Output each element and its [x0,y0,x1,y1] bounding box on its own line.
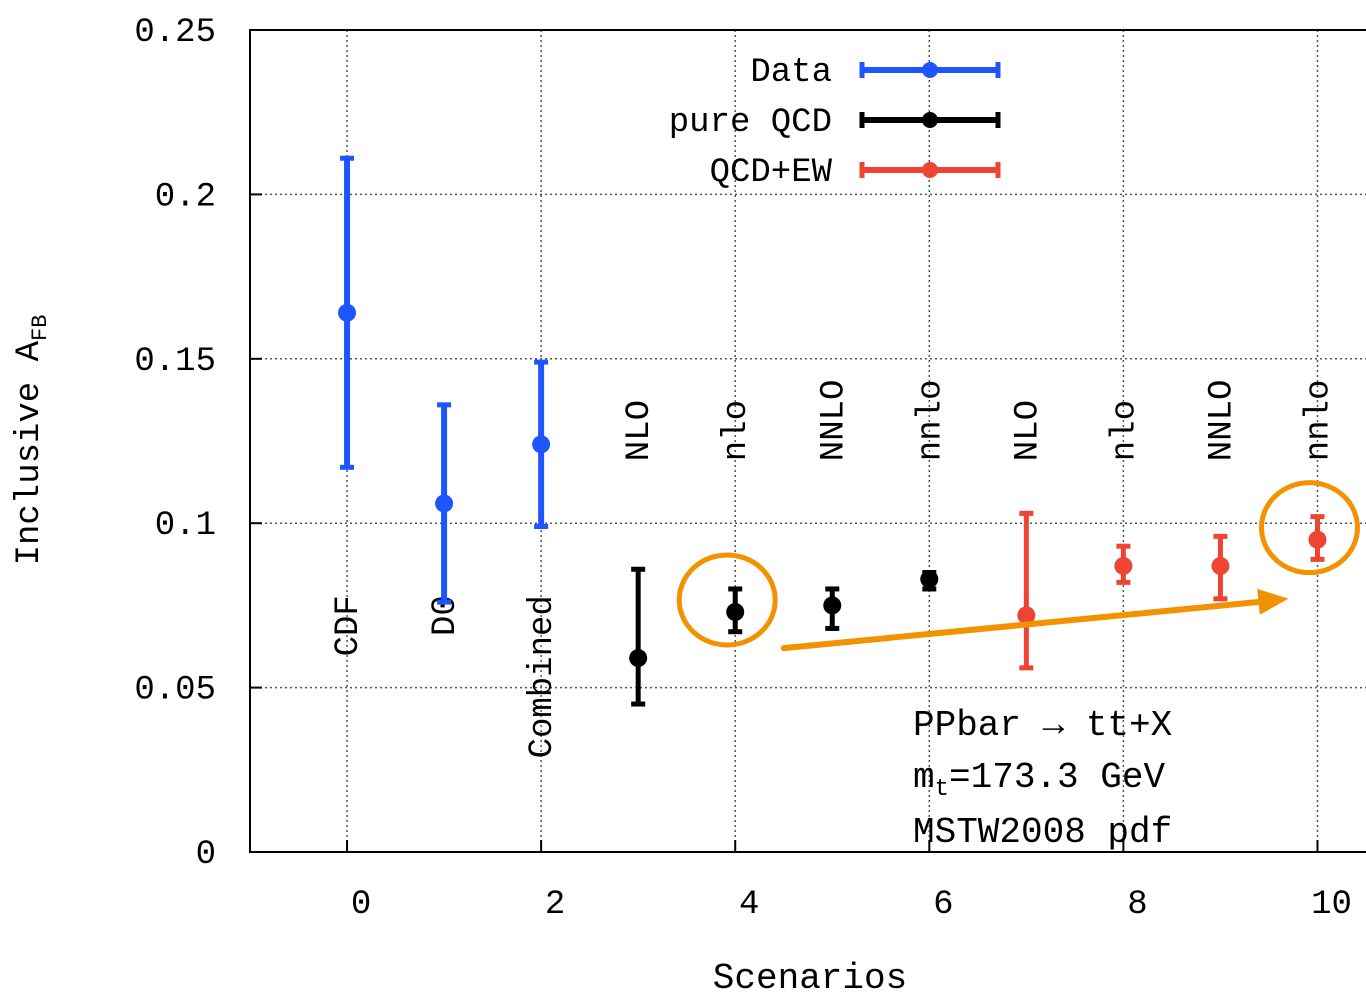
data-point [823,596,842,615]
x-tick-label: 0 [351,886,371,924]
info-line-1: PPbar → tt+X [913,705,1172,746]
plot-frame [249,29,1366,853]
legend-marker [922,62,938,78]
y-tick-label: 0.2 [155,178,216,216]
data-point [435,494,454,513]
x-tick-label: 6 [933,886,953,924]
point-label: NLO [621,400,659,461]
data-point [1308,530,1327,549]
legend: Data pure QCD QCD+EW [669,54,1001,192]
info-line-2-suffix: =173.3 GeV [949,757,1165,798]
point-label: CDF [330,595,368,656]
highlight-annotations [676,480,1360,652]
x-tick-label: 10 [1311,886,1352,924]
y-tick-label: 0 [196,836,216,874]
y-axis-title-text: Inclusive AFB [11,315,53,566]
highlight-circle [676,552,778,648]
point-label: NNLO [815,380,853,462]
info-line-2-sub: t [935,776,949,803]
legend-marker [922,162,938,178]
data-point [726,602,745,621]
highlight-arrow-head [1257,588,1289,615]
x-tick-label: 4 [739,886,759,924]
highlight-arrow-shaft [780,596,1284,652]
x-tick-label: 2 [545,886,565,924]
point-label: Combined [524,595,562,758]
point-label: nlo [1106,400,1144,461]
x-tick-label: 8 [1127,886,1147,924]
series-qcd-ew [1017,510,1327,671]
y-tick-label: 0.1 [155,507,216,545]
series-data [338,155,551,605]
legend-label: Data [750,54,832,92]
y-axis-title: Inclusive AFB [11,315,53,566]
legend-marker [922,112,938,128]
x-axis-title: Scenarios [713,958,907,994]
legend-label: QCD+EW [710,154,833,192]
data-point [1017,606,1036,625]
axis-ticks: 0 2 4 6 8 10 0 0.05 0.1 0.15 0.2 0.25 [134,14,1352,924]
point-label: nlo [718,400,756,461]
info-box: PPbar → tt+X mt=173.3 GeV MSTW2008 pdf [913,705,1172,853]
data-series [338,155,1327,707]
data-point [1211,556,1230,575]
info-line-2-prefix: m [913,757,935,798]
point-label: NLO [1009,400,1047,461]
point-label: nnlo [1300,380,1338,462]
y-tick-label: 0.15 [134,343,216,381]
y-axis-title-main: Inclusive A [11,340,49,565]
point-label: NNLO [1203,380,1241,462]
highlight-circle [1258,480,1360,576]
info-line-3: MSTW2008 pdf [913,812,1172,853]
y-tick-label: 0.05 [134,672,216,710]
data-point [338,303,357,322]
data-point [532,435,551,454]
info-line-2: mt=173.3 GeV [913,757,1165,803]
data-point [920,570,939,589]
y-axis-title-sub: FB [28,315,53,341]
y-tick-label: 0.25 [134,14,216,52]
data-point [629,649,648,668]
series-pure-qcd [629,566,939,707]
legend-label: pure QCD [669,104,832,142]
data-point [1114,556,1133,575]
point-label: nnlo [912,380,950,462]
